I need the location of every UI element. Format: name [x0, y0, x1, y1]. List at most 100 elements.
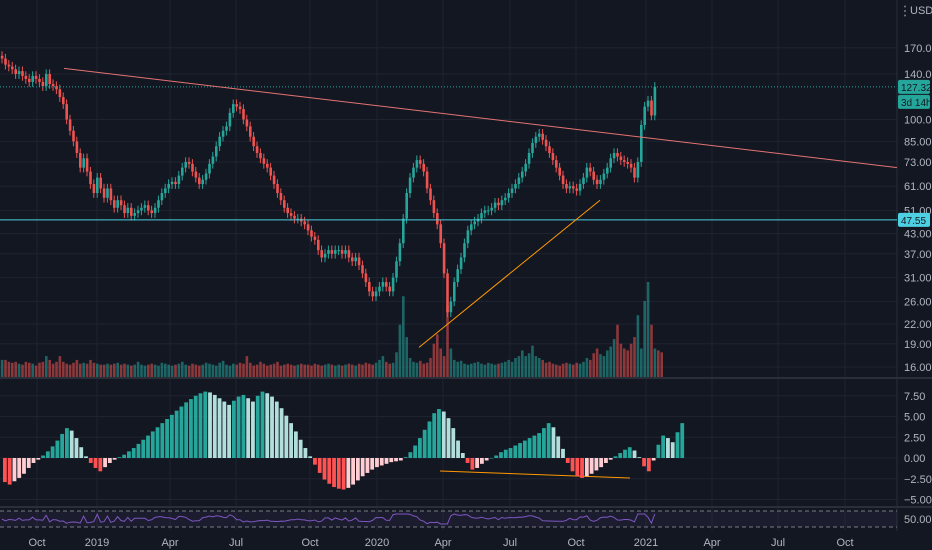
histogram-bar	[627, 447, 632, 458]
histogram-bar	[594, 458, 599, 471]
level-price-label: 47.55	[901, 216, 926, 227]
histogram-bar	[680, 423, 685, 458]
histogram-bar	[446, 418, 451, 458]
volume-bar	[629, 343, 633, 377]
candle	[429, 183, 432, 206]
histogram-bar	[437, 409, 441, 458]
volume-bar	[439, 348, 442, 377]
volume-bar	[517, 356, 521, 377]
axes: 170.00140.00100.0085.0073.0061.0051.0043…	[0, 43, 932, 550]
histogram-bar	[584, 458, 589, 477]
volume-bar	[585, 358, 589, 377]
candle	[357, 252, 361, 270]
candle	[582, 172, 585, 189]
candle	[531, 138, 534, 158]
oscillator-divergence-line[interactable]	[439, 470, 631, 479]
candle	[602, 168, 606, 185]
volume-bar	[534, 356, 538, 377]
rsi-panel	[0, 510, 897, 528]
candle	[99, 172, 102, 194]
volume-bar	[660, 352, 663, 377]
candle	[191, 159, 194, 177]
histogram-bar	[565, 458, 570, 463]
volume-bar	[561, 363, 565, 377]
histogram-bar	[656, 444, 661, 458]
volume-bar	[626, 350, 629, 377]
oscillator-tick-label: −2.50	[904, 474, 932, 486]
histogram-bar	[3, 458, 7, 483]
candle	[164, 183, 167, 198]
histogram-bar	[394, 458, 398, 462]
candle	[578, 179, 582, 196]
histogram-bar	[122, 454, 127, 458]
volume-bar	[347, 363, 351, 377]
histogram-bar	[231, 400, 236, 458]
candle	[415, 155, 419, 173]
candle	[106, 183, 109, 203]
volume-bar	[4, 359, 7, 377]
histogram-bar	[45, 451, 50, 458]
candle	[45, 69, 48, 91]
candle	[507, 188, 510, 203]
volume-bar	[575, 362, 578, 377]
volume-bar	[612, 339, 616, 377]
volume-bar	[211, 364, 215, 377]
candle	[167, 179, 170, 194]
time-tick-label: 2020	[365, 537, 389, 549]
volume-bar	[313, 363, 317, 377]
candle	[422, 159, 425, 177]
candle	[7, 60, 11, 72]
volume-bar	[45, 356, 48, 377]
candle	[595, 175, 599, 189]
volume-bar	[616, 324, 619, 377]
candle	[470, 219, 473, 236]
last-price-tag: 127.32	[898, 79, 932, 94]
price-tick-label: 140.00	[904, 69, 932, 81]
volume-bar	[296, 364, 300, 377]
candle	[266, 159, 269, 173]
volume-bar	[215, 365, 218, 377]
volume-bar	[255, 364, 259, 377]
volume-bar	[425, 362, 429, 377]
histogram-bar	[174, 410, 179, 458]
histogram-bar	[360, 458, 365, 477]
candle	[116, 195, 119, 213]
candle	[575, 183, 578, 196]
histogram-bar	[375, 458, 379, 468]
candle	[242, 104, 245, 125]
candle	[585, 162, 589, 183]
candle	[517, 172, 521, 189]
descending-trendline[interactable]	[63, 67, 898, 169]
ascending-trendline[interactable]	[418, 199, 601, 348]
candle	[4, 53, 7, 70]
time-tick-label: Jul	[229, 537, 243, 549]
candle	[589, 162, 592, 177]
volume-bar	[653, 348, 657, 377]
volume-bar	[191, 363, 194, 377]
time-tick-label: Apr	[434, 537, 451, 549]
volume-bar	[364, 362, 368, 377]
histogram-bar	[69, 430, 74, 458]
candle	[626, 157, 629, 169]
volume-bar	[490, 363, 493, 377]
candle	[62, 92, 65, 109]
candle	[555, 155, 558, 173]
currency-menu[interactable]: USD	[901, 3, 932, 19]
candle	[79, 148, 82, 173]
candle	[289, 208, 293, 221]
volume-bar	[378, 359, 381, 377]
volume-bar	[286, 363, 289, 377]
volume-bar	[323, 364, 327, 377]
histogram-bar	[332, 458, 336, 488]
candle	[592, 166, 595, 185]
candle	[636, 157, 640, 183]
candle	[198, 172, 201, 189]
drawings	[0, 67, 898, 479]
histogram-bar	[651, 458, 656, 461]
candle	[0, 51, 4, 64]
histogram-bar	[580, 458, 584, 478]
countdown-label: 3d 14h	[901, 98, 932, 109]
price-tick-label: 31.00	[904, 273, 932, 285]
candle	[174, 177, 177, 189]
histogram-bar	[336, 458, 341, 489]
